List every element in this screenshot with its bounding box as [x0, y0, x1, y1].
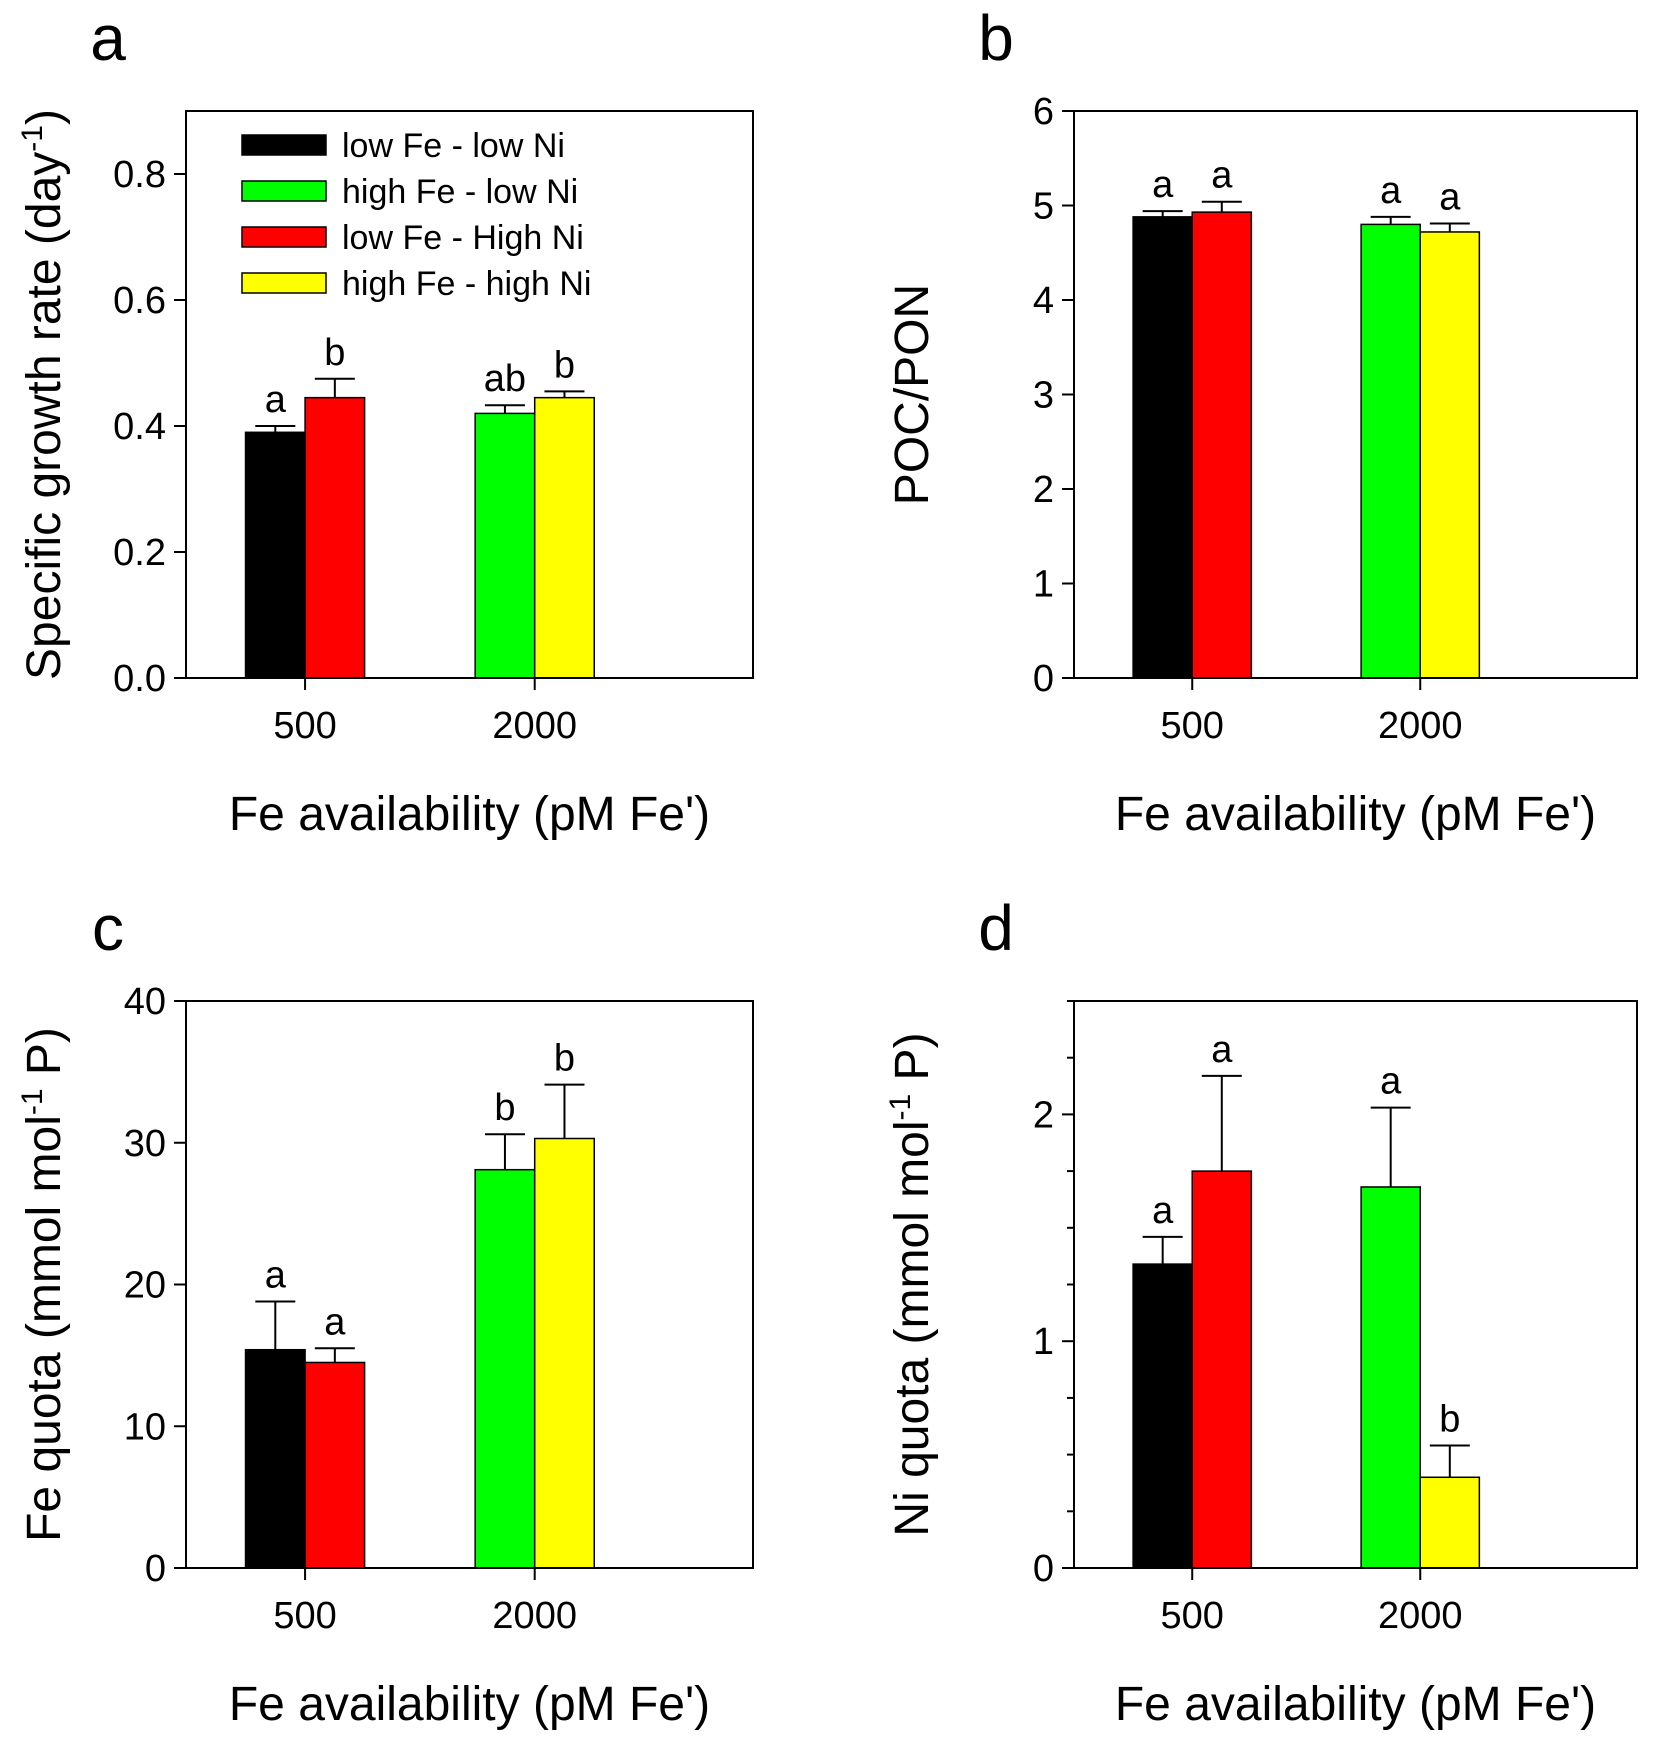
bar [1132, 216, 1193, 679]
bar [1191, 211, 1253, 679]
y-tick-label: 5 [1033, 186, 1054, 228]
significance-label: b [1439, 1399, 1460, 1441]
bar [1360, 1186, 1421, 1569]
significance-label: a [1152, 164, 1174, 206]
y-tick-label: 2 [1033, 1094, 1054, 1136]
y-axis-title-text: Specific growth rate (day [18, 152, 71, 680]
significance-label: ab [484, 358, 526, 400]
y-axis-title: Ni quota (mmol mol-1 P) [884, 1032, 939, 1536]
bar [474, 412, 536, 679]
bar [533, 396, 595, 679]
legend: low Fe - low Ni high Fe - low Ni low Fe - … [241, 127, 591, 303]
panel-letter: d [978, 892, 1014, 964]
bar [1419, 231, 1481, 679]
y-tick-label: 10 [124, 1406, 166, 1448]
y-axis-title: Fe quota (mmol mol-1 P) [16, 1027, 71, 1542]
bar [1132, 1263, 1193, 1569]
x-axis-title: Fe availability (pM Fe') [1115, 788, 1596, 841]
y-tick-label: 1 [1033, 564, 1054, 606]
significance-label: a [1211, 155, 1233, 197]
significance-label: a [265, 1255, 287, 1297]
legend-swatch [241, 226, 327, 248]
legend-label: high Fe - high Ni [342, 265, 591, 303]
significance-label: b [494, 1087, 515, 1129]
x-tick-label: 2000 [1378, 705, 1463, 747]
x-tick-label: 500 [273, 705, 336, 747]
panel-letter: b [978, 2, 1014, 74]
x-tick-label: 500 [1161, 705, 1224, 747]
x-axis-title: Fe availability (pM Fe') [1115, 1678, 1596, 1731]
significance-label: a [1211, 1029, 1233, 1071]
bar [304, 396, 366, 679]
y-axis-title-text: POC/PON [886, 284, 939, 505]
y-axis-title-text: Fe quota (mmol mol [18, 1115, 71, 1542]
bar [533, 1137, 595, 1569]
significance-label: a [265, 379, 287, 421]
y-tick-label: 0.8 [113, 154, 166, 196]
x-tick-label: 2000 [492, 705, 577, 747]
panel-c: c aa bb 0 10 20 30 40 500 2000 Fe availability (pM… [16, 892, 754, 1731]
panel-letter: a [90, 2, 126, 74]
y-tick-label: 3 [1033, 375, 1054, 417]
legend-swatch [241, 134, 327, 156]
bar [1419, 1476, 1481, 1569]
x-axis-title: Fe availability (pM Fe') [229, 788, 710, 841]
y-tick-label: 6 [1033, 91, 1054, 133]
y-axis-title-tail: ) [18, 109, 71, 125]
legend-label: low Fe - High Ni [342, 219, 584, 257]
y-axis-title-superscript: -1 [16, 125, 49, 152]
legend-swatch [241, 180, 327, 202]
x-tick-label: 2000 [1378, 1595, 1463, 1637]
y-tick-label: 0 [1033, 658, 1054, 700]
bar [244, 1348, 306, 1569]
significance-label: a [324, 1301, 346, 1343]
panel-letter: c [92, 892, 124, 964]
significance-label: a [1380, 170, 1402, 212]
axes-frame [185, 110, 754, 679]
x-axis-title: Fe availability (pM Fe') [229, 1678, 710, 1731]
x-tick-label: 500 [1161, 1595, 1224, 1637]
legend-label: high Fe - low Ni [342, 173, 578, 211]
bar [1191, 1170, 1253, 1569]
bar [474, 1168, 536, 1569]
x-tick-label: 2000 [492, 1595, 577, 1637]
y-tick-label: 2 [1033, 469, 1054, 511]
significance-label: b [324, 332, 345, 374]
y-axis-title-superscript: -1 [16, 1088, 49, 1115]
significance-label: a [1152, 1190, 1174, 1232]
significance-label: b [554, 344, 575, 386]
y-axis-title-text: Ni quota (mmol mol [886, 1120, 939, 1536]
y-axis-title-tail: P) [18, 1027, 71, 1088]
panel-d: d a a a b 0 1 2 500 2000 Fe availability (pM Fe') N… [884, 892, 1638, 1731]
legend-label: low Fe - low Ni [342, 127, 565, 165]
legend-swatch [241, 272, 327, 294]
y-axis-title-tail: P) [886, 1032, 939, 1093]
significance-label: a [1439, 176, 1461, 218]
y-tick-label: 0.6 [113, 280, 166, 322]
bar [304, 1361, 366, 1569]
y-axis-title: POC/PON [886, 284, 939, 505]
y-axis-title: Specific growth rate (day-1) [16, 109, 71, 680]
y-tick-label: 1 [1033, 1321, 1054, 1363]
y-tick-label: 40 [124, 981, 166, 1023]
y-tick-label: 0.4 [113, 406, 166, 448]
y-tick-label: 4 [1033, 280, 1054, 322]
y-tick-label: 20 [124, 1265, 166, 1307]
bar [1360, 223, 1421, 679]
y-tick-label: 0 [1033, 1548, 1054, 1590]
y-tick-label: 0.0 [113, 658, 166, 700]
significance-label: a [1380, 1061, 1402, 1103]
y-tick-label: 0.2 [113, 532, 166, 574]
y-tick-label: 0 [145, 1548, 166, 1590]
significance-label: b [554, 1038, 575, 1080]
bar [244, 431, 306, 679]
y-axis-title-superscript: -1 [884, 1094, 917, 1121]
y-tick-label: 30 [124, 1123, 166, 1165]
x-tick-label: 500 [273, 1595, 336, 1637]
